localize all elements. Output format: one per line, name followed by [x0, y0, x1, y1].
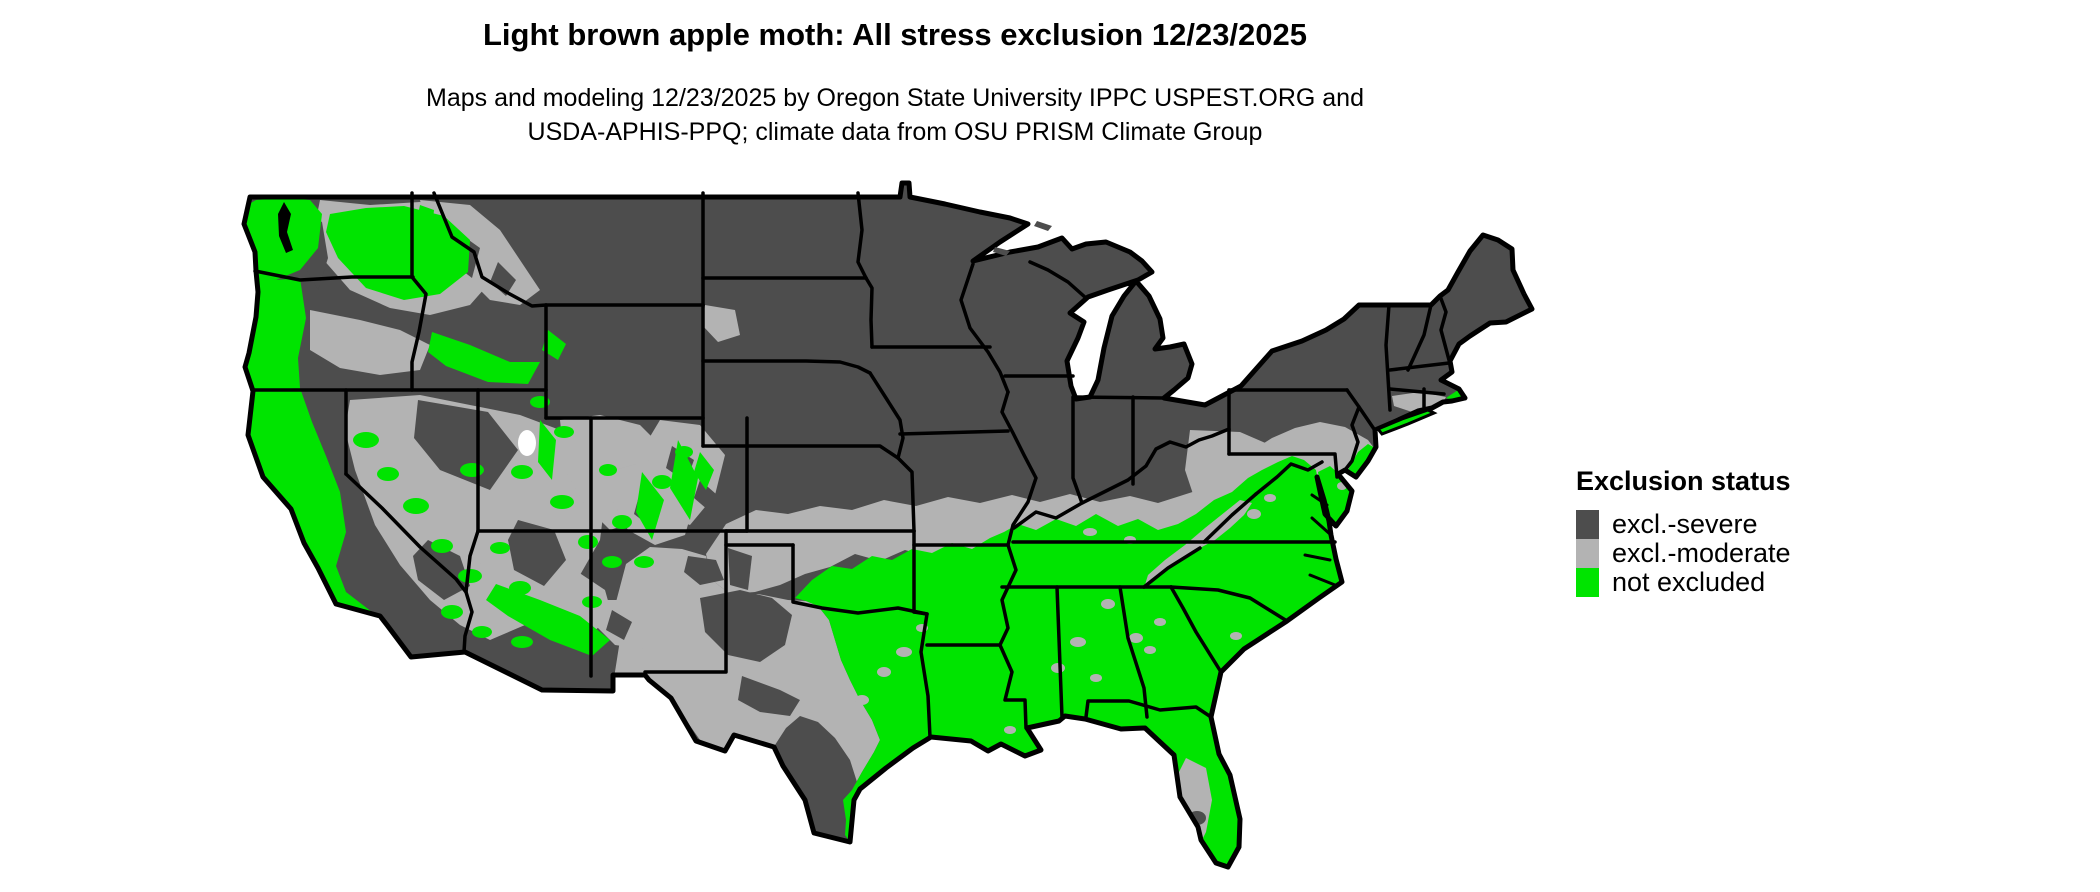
legend-swatch-not-excluded	[1576, 568, 1599, 597]
map-subtitle-line2: USDA-APHIS-PPQ; climate data from OSU PR…	[527, 118, 1263, 146]
page-title: Light brown apple moth: All stress exclu…	[482, 17, 1308, 52]
map-layer-not-excluded	[244, 198, 1466, 867]
lake-islands	[993, 221, 1052, 256]
legend-swatch-severe	[1576, 510, 1599, 539]
map-legend: Exclusion status excl.-severe excl.-mode…	[1576, 466, 1791, 597]
us-outline	[241, 180, 1535, 870]
state-borders	[250, 191, 1451, 739]
legend-title: Exclusion status	[1576, 466, 1791, 496]
legend-label-severe: excl.-severe	[1612, 509, 1758, 539]
legend-item-moderate: excl.-moderate	[1576, 539, 1791, 568]
map-subtitle-line1: Maps and modeling 12/23/2025 by Oregon S…	[426, 84, 1364, 112]
legend-item-severe: excl.-severe	[1576, 510, 1791, 539]
legend-label-moderate: excl.-moderate	[1612, 538, 1791, 568]
puget-sound	[278, 202, 293, 253]
legend-item-not-excluded: not excluded	[1576, 568, 1791, 597]
long-island	[1375, 408, 1438, 436]
map-patches-severe-over-moderate	[306, 216, 857, 841]
legend-swatch-moderate	[1576, 539, 1599, 568]
great-salt-lake	[518, 430, 536, 456]
legend-label-not-excluded: not excluded	[1612, 567, 1766, 597]
